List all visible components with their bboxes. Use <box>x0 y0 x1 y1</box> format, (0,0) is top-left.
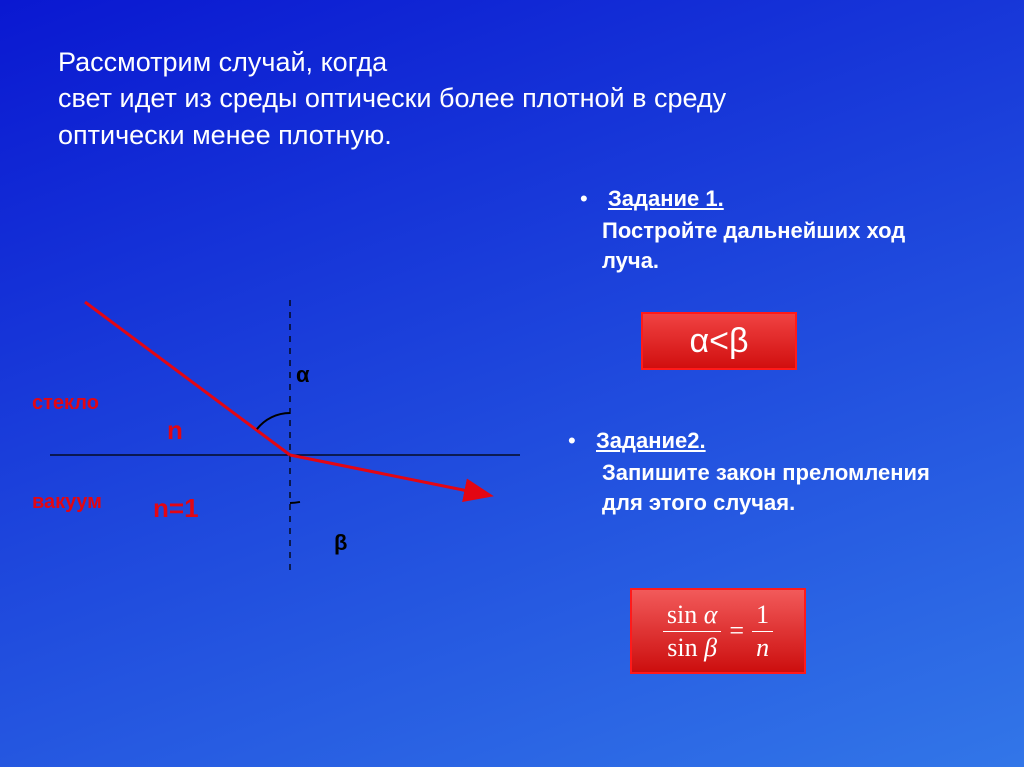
slide-content: Рассмотрим случай, когда свет идет из ср… <box>0 0 1024 767</box>
formula-box-snell: sin α sin β = 1 n <box>630 588 806 674</box>
fraction-left: sin α sin β <box>663 601 722 661</box>
label-alpha: α <box>296 362 310 388</box>
alpha-sym: α <box>704 600 718 629</box>
slide-heading: Рассмотрим случай, когда свет идет из ср… <box>58 44 726 153</box>
task-2-label: Задание2. <box>596 428 706 453</box>
task-2: Задание2. Запишите закон преломления для… <box>596 428 956 517</box>
task-2-body: Запишите закон преломления для этого слу… <box>602 458 956 517</box>
formula-inequality-text: α<β <box>689 322 748 361</box>
label-n1: n=1 <box>153 493 199 524</box>
beta-sym: β <box>704 633 717 662</box>
one-top: 1 <box>752 601 773 631</box>
heading-line-3: оптически менее плотную. <box>58 120 392 150</box>
label-n: n <box>167 415 183 446</box>
n-bot: n <box>752 632 773 661</box>
label-beta: β <box>334 530 347 556</box>
task-1: Задание 1. Постройте дальнейших ход луча… <box>608 186 948 275</box>
heading-line-2: свет идет из среды оптически более плотн… <box>58 83 726 113</box>
label-vacuum: вакуум <box>32 491 102 514</box>
task-1-label: Задание 1. <box>608 186 724 211</box>
fraction-right: 1 n <box>752 601 773 661</box>
sin-top: sin <box>667 600 697 629</box>
sin-bot: sin <box>667 633 697 662</box>
diagram-svg <box>50 280 520 610</box>
refraction-diagram: α β n n=1 стекло вакуум <box>50 280 520 610</box>
equals-sign: = <box>729 616 744 646</box>
label-glass: стекло <box>32 392 99 415</box>
heading-line-1: Рассмотрим случай, когда <box>58 47 387 77</box>
formula-box-inequality: α<β <box>641 312 797 370</box>
task-1-body: Постройте дальнейших ход луча. <box>602 216 948 275</box>
